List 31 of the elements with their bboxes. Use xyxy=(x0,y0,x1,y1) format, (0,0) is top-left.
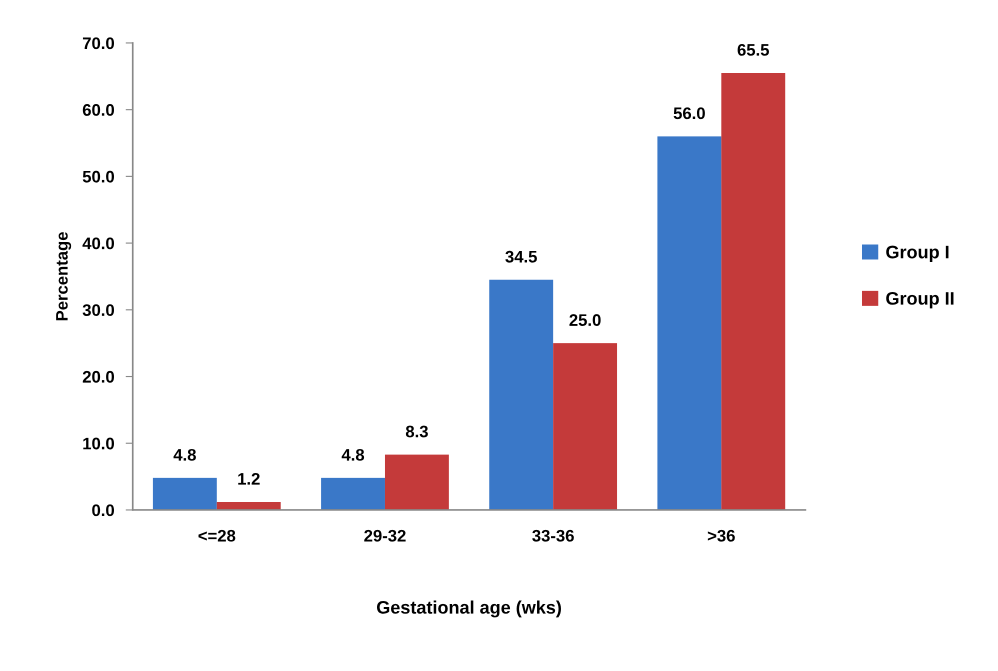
legend-label: Group II xyxy=(886,292,954,308)
y-tick-label: 20.0 xyxy=(82,370,114,383)
bar xyxy=(657,136,722,510)
data-label: 4.8 xyxy=(174,448,196,461)
data-label: 34.5 xyxy=(505,250,537,263)
x-tick-label: >36 xyxy=(708,530,735,542)
data-label: 25.0 xyxy=(569,314,601,326)
bar xyxy=(152,478,217,510)
x-tick-label: 29-32 xyxy=(364,530,406,542)
y-tick-label: 70.0 xyxy=(82,37,114,50)
legend-label: Group I xyxy=(886,246,948,262)
y-tick-label: 40.0 xyxy=(82,237,114,250)
x-tick-label: <=28 xyxy=(198,530,236,542)
bar xyxy=(384,454,449,510)
y-tick-label: 10.0 xyxy=(83,438,114,450)
y-tick-label: 30.0 xyxy=(82,304,114,316)
data-label: 56.0 xyxy=(674,107,705,120)
data-label: 4.8 xyxy=(342,448,364,461)
data-label: 65.5 xyxy=(738,44,770,56)
bar xyxy=(321,478,385,510)
x-tick-label: 33-36 xyxy=(532,530,574,542)
data-label: 1.2 xyxy=(238,472,260,485)
bar xyxy=(721,72,786,510)
y-axis-title: Percentage xyxy=(56,232,72,320)
y-tick-label: 0.0 xyxy=(92,504,114,516)
data-label: 8.3 xyxy=(406,426,428,438)
x-axis-title: Gestational age (wks) xyxy=(377,600,561,618)
bar xyxy=(489,280,554,510)
y-tick-label: 60.0 xyxy=(82,104,114,116)
bar xyxy=(553,343,618,510)
y-tick-label: 50.0 xyxy=(82,170,114,183)
